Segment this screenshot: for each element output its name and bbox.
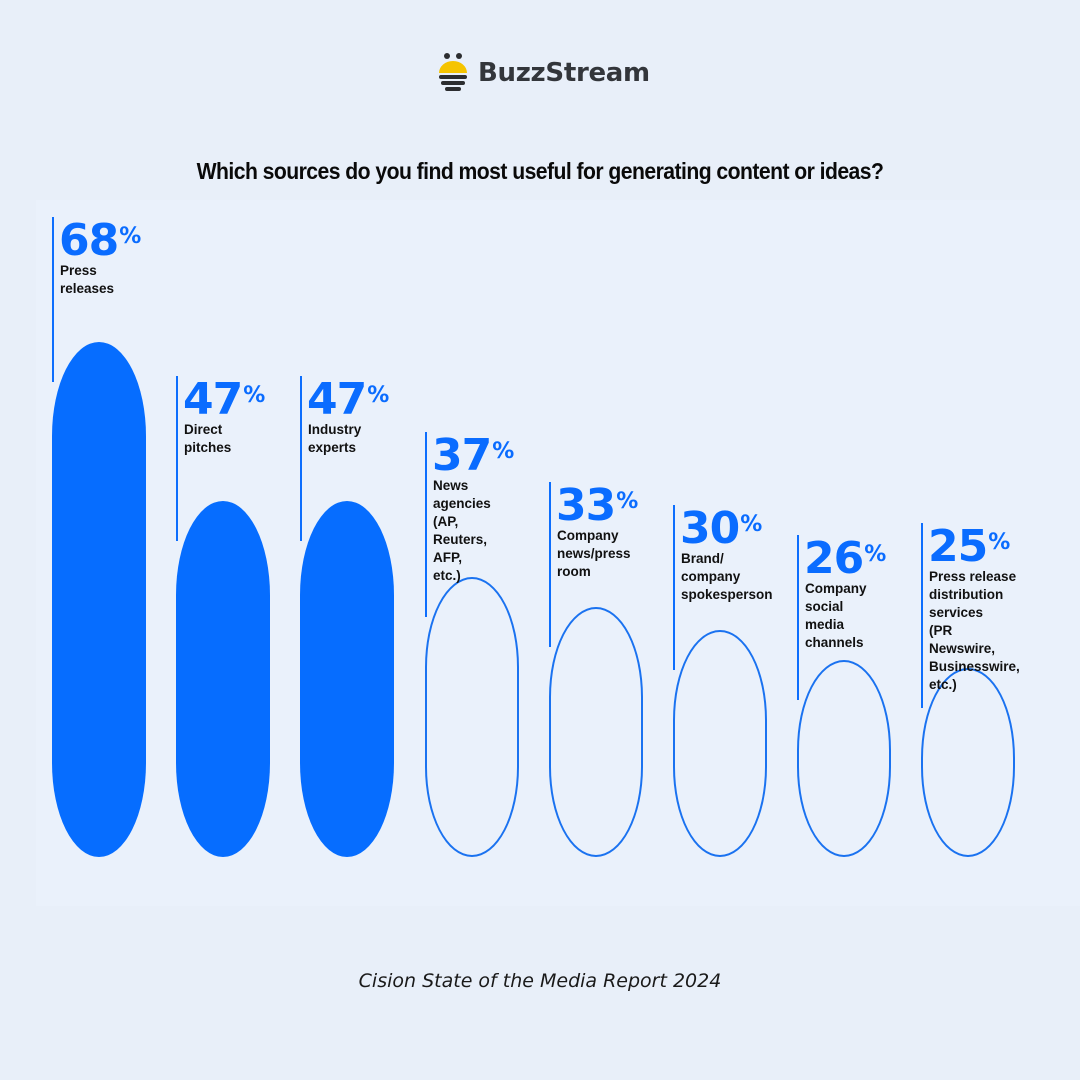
percent-value: 68% [59, 219, 141, 263]
category-label: Direct pitches [184, 422, 232, 456]
category-label: Company news/press room [557, 528, 631, 580]
percent-value: 37% [432, 433, 515, 478]
percent-value: 30% [680, 506, 763, 551]
percent-sign: % [492, 438, 515, 464]
category-label: News agencies (AP, Reuters, AFP, etc.) [433, 477, 491, 583]
brand-name: BuzzStream [478, 58, 650, 88]
percent-sign: % [864, 542, 887, 568]
bar-leader-line [425, 431, 427, 617]
percent-sign: % [119, 224, 142, 249]
bar-leader-line [921, 522, 923, 708]
outline-bar [549, 607, 643, 857]
percent-value: 25% [928, 524, 1011, 569]
category-label: Industry experts [308, 422, 362, 456]
category-label: Press releases [60, 263, 115, 296]
percent-number: 47 [183, 374, 243, 426]
percent-number: 37 [432, 429, 492, 481]
outline-bar [425, 576, 519, 857]
outline-bar [673, 629, 767, 857]
filled-bar [176, 501, 270, 857]
bar-leader-line [300, 376, 302, 542]
percent-number: 47 [307, 374, 367, 426]
percent-number: 25 [928, 520, 988, 572]
percent-value: 47% [183, 378, 265, 422]
percent-value: 47% [307, 378, 389, 422]
percent-number: 26 [804, 533, 864, 585]
percent-value: 26% [804, 537, 886, 581]
percent-sign: % [740, 511, 763, 537]
filled-bar [52, 342, 146, 857]
brand-logo: BuzzStream [436, 48, 650, 98]
percent-number: 33 [556, 480, 616, 532]
percent-sign: % [367, 383, 390, 409]
category-label: Press release distribution services (PR … [929, 568, 1020, 692]
bar-leader-line [549, 482, 551, 648]
percent-sign: % [616, 489, 639, 515]
bee-icon [439, 53, 467, 91]
outline-bar [797, 660, 891, 857]
bar-leader-line [176, 376, 178, 542]
chart-title: Which sources do you find most useful fo… [196, 158, 884, 184]
outline-bar [921, 667, 1015, 857]
percent-number: 30 [680, 502, 740, 554]
percent-value: 33% [556, 484, 638, 528]
category-label: Brand/ company spokesperson [681, 550, 773, 602]
category-label: Company social media channels [805, 581, 867, 651]
bar-leader-line [797, 535, 799, 701]
percent-sign: % [243, 383, 266, 409]
bar-leader-line [673, 504, 675, 670]
percent-sign: % [988, 529, 1011, 555]
percent-number: 68 [59, 215, 119, 266]
filled-bar [300, 501, 394, 857]
bar-leader-line [52, 217, 54, 382]
source-citation: Cision State of the Media Report 2024 [358, 970, 722, 992]
